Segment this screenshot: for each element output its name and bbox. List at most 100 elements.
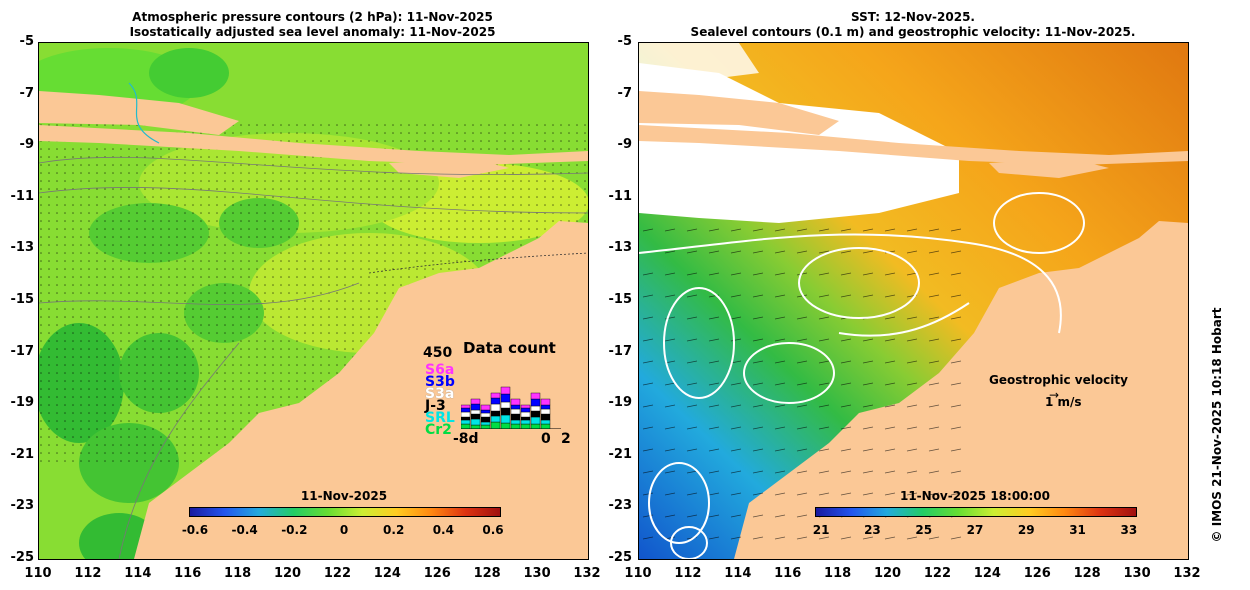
data-count-bar-segment — [470, 424, 481, 429]
data-count-bar-segment — [520, 404, 531, 409]
data-count-bar-segment — [510, 404, 521, 410]
data-count-bar-segment — [510, 413, 521, 421]
x-tick-label: 130 — [523, 566, 551, 581]
y-tick-label: -13 — [608, 240, 633, 256]
data-count-bar-segment — [480, 421, 491, 426]
sst-map — [639, 43, 1188, 559]
y-tick-label: -5 — [19, 34, 34, 49]
data-count-bar-segment — [461, 419, 471, 425]
y-tick-label: -15 — [608, 292, 633, 307]
x-tick-label: 120 — [873, 566, 902, 581]
y-tick-label: -9 — [19, 137, 34, 153]
data-count-bar-segment — [540, 398, 551, 406]
colorbar-tick-label: 0.4 — [432, 523, 454, 537]
right-colorbar-label: 11-Nov-2025 18:00:00 — [899, 489, 1051, 503]
colorbar-tick-label: -0.6 — [181, 523, 209, 537]
x-tick-label: 132 — [573, 566, 601, 581]
x-tick-label: 126 — [423, 566, 451, 581]
data-count-bar-segment — [461, 411, 471, 418]
track-line — [128, 82, 160, 144]
pressure-contour — [39, 187, 588, 214]
sealevel-contour — [648, 462, 710, 544]
data-count-x-end: 2 — [561, 431, 571, 447]
data-count-bar-segment — [500, 386, 511, 395]
data-count-bar-segment — [470, 418, 481, 426]
data-count-bar-segment — [520, 411, 531, 418]
pressure-contour — [39, 282, 360, 305]
y-tick-label: -5 — [617, 34, 632, 49]
data-count-bar-segment — [540, 413, 551, 421]
x-tick-label: 132 — [1173, 566, 1201, 581]
land-timor — [389, 158, 509, 178]
satellite-legend-item: S6a — [425, 362, 455, 378]
left-map-panel[interactable]: 450 Data count S6a S3b S3a J-3 SRL Cr2 -8d 0 … — [38, 42, 589, 560]
data-count-bar-segment — [470, 403, 481, 411]
y-tick-label: -11 — [608, 188, 633, 204]
y-tick-label: -23 — [608, 498, 633, 514]
colorbar-tick-label: 33 — [1120, 523, 1138, 537]
data-count-bar-segment — [530, 416, 541, 425]
data-count-ymax: 450 — [423, 345, 453, 361]
data-count-bar-segment — [540, 423, 551, 429]
data-count-bar-segment — [540, 419, 551, 425]
shelf-contour — [368, 252, 588, 274]
data-count-bar-segment — [520, 407, 531, 413]
y-tick-label: -25 — [608, 550, 633, 565]
credit-text: © IMOS 21-Nov-2025 10:18 Hobart — [1210, 307, 1224, 543]
data-count-bar-segment — [530, 398, 541, 407]
pressure-contour — [39, 156, 588, 176]
data-count-bar-segment — [461, 423, 471, 429]
velocity-legend-label: Geostrophic velocity — [989, 373, 1128, 387]
satellite-legend-item: J-3 — [425, 398, 446, 414]
satellite-legend-item: S3b — [425, 374, 455, 390]
y-tick-label: -19 — [608, 395, 633, 411]
colorbar-tick-label: -0.2 — [281, 523, 308, 537]
y-tick-label: -13 — [10, 240, 35, 256]
data-count-bar-segment — [470, 398, 481, 405]
right-map-panel[interactable]: Geostrophic velocity → 1 m/s 11-Nov-2025… — [638, 42, 1189, 560]
sealevel-contour — [743, 342, 835, 404]
land-timor — [989, 158, 1109, 178]
data-count-bar-segment — [520, 423, 531, 429]
data-count-bars — [461, 386, 561, 429]
y-tick-label: -21 — [608, 446, 633, 462]
data-count-bar-segment — [540, 408, 551, 415]
data-count-bar-segment — [490, 415, 501, 423]
x-tick-label: 116 — [174, 566, 202, 581]
data-count-bar-segment — [510, 423, 521, 429]
data-count-bar-segment — [480, 412, 491, 418]
colorbar-tick-label: 0 — [339, 523, 349, 537]
data-count-x-mid: 0 — [541, 431, 551, 447]
x-tick-label: 110 — [624, 566, 652, 581]
data-count-bar-segment — [520, 419, 531, 425]
velocity-legend-scale: 1 m/s — [1045, 395, 1082, 409]
satellite-legend-item: SRL — [425, 410, 455, 426]
data-count-bar-segment — [530, 405, 541, 412]
data-count-bar-segment — [461, 416, 471, 421]
x-tick-label: 122 — [323, 566, 352, 581]
sealevel-contour — [838, 302, 970, 337]
sealevel-contour — [663, 287, 735, 399]
y-tick-label: -19 — [10, 395, 35, 411]
data-count-bar-segment — [510, 419, 521, 425]
land-java — [639, 91, 839, 135]
data-count-bar-segment — [510, 398, 521, 406]
data-count-bar-segment — [540, 404, 551, 410]
y-tick-label: -15 — [10, 292, 35, 307]
colorbar-tick-label: 0.6 — [482, 523, 504, 537]
land-australia — [134, 221, 588, 559]
data-count-bar-segment — [461, 407, 471, 413]
colorbar-tick-label: 21 — [812, 523, 830, 537]
data-count-bar-segment — [490, 392, 501, 399]
right-title-line1: SST: 12-Nov-2025. — [851, 10, 975, 24]
data-count-bar-segment — [480, 424, 491, 429]
left-title-line2: Isostatically adjusted sea level anomaly… — [129, 25, 496, 39]
data-count-bar-segment — [490, 410, 501, 417]
data-count-bar-segment — [500, 401, 511, 409]
y-tick-label: -17 — [10, 343, 35, 359]
y-tick-label: -7 — [617, 85, 632, 101]
data-count-bar-segment — [480, 416, 491, 423]
x-tick-label: 128 — [473, 566, 501, 581]
left-panel-title: Atmospheric pressure contours (2 hPa): 1… — [40, 10, 585, 40]
colorbar-tick-label: 31 — [1069, 523, 1086, 537]
